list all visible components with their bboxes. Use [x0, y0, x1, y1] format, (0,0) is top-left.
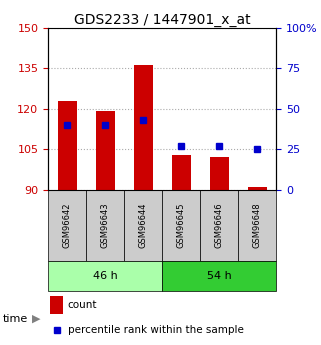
Text: 46 h: 46 h	[93, 271, 117, 281]
Bar	[210, 157, 229, 190]
FancyBboxPatch shape	[124, 190, 162, 260]
Text: GSM96646: GSM96646	[214, 202, 224, 248]
Bar	[172, 155, 191, 190]
Text: GSM96648: GSM96648	[253, 202, 262, 248]
Text: GSM96642: GSM96642	[63, 202, 72, 248]
Text: GSM96643: GSM96643	[100, 202, 110, 248]
Bar	[96, 111, 115, 190]
Text: GSM96645: GSM96645	[177, 202, 186, 248]
FancyBboxPatch shape	[48, 190, 86, 260]
Text: ▶: ▶	[32, 314, 40, 324]
Text: time: time	[3, 314, 29, 324]
FancyBboxPatch shape	[162, 190, 200, 260]
Title: GDS2233 / 1447901_x_at: GDS2233 / 1447901_x_at	[74, 12, 250, 27]
FancyBboxPatch shape	[162, 260, 276, 291]
Text: GSM96644: GSM96644	[139, 202, 148, 248]
FancyBboxPatch shape	[48, 260, 162, 291]
Text: 54 h: 54 h	[207, 271, 231, 281]
FancyBboxPatch shape	[238, 190, 276, 260]
Bar	[58, 100, 77, 190]
Bar	[50, 296, 63, 314]
Bar	[247, 187, 266, 190]
Text: percentile rank within the sample: percentile rank within the sample	[67, 325, 243, 335]
Text: count: count	[67, 300, 97, 310]
Bar	[134, 66, 152, 190]
FancyBboxPatch shape	[86, 190, 124, 260]
FancyBboxPatch shape	[200, 190, 238, 260]
